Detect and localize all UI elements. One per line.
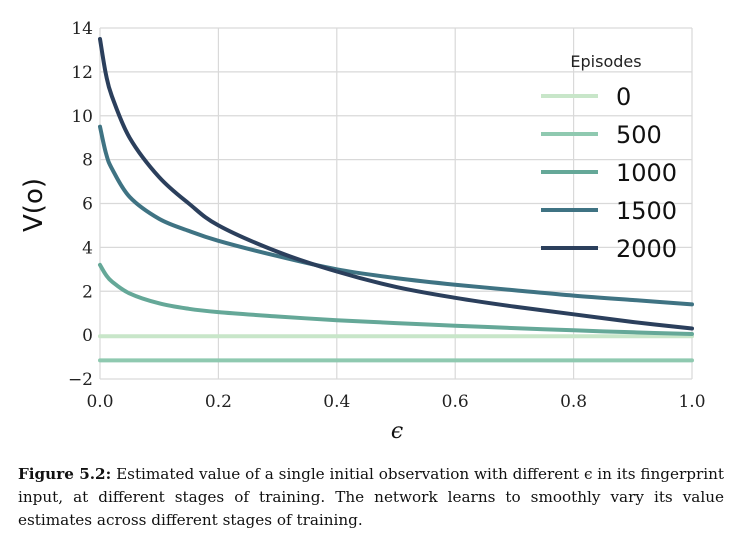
legend-label-0: 0 [616, 83, 631, 111]
legend-label-2000: 2000 [616, 235, 677, 263]
caption-text: Estimated value of a single initial obse… [18, 465, 724, 529]
figure-caption: Figure 5.2: Estimated value of a single … [18, 463, 724, 532]
caption-label: Figure 5.2: [18, 465, 112, 483]
x-tick-label: 0.4 [323, 392, 350, 412]
y-axis-label: V(o) [19, 178, 49, 232]
series-line-1000 [98, 262, 694, 336]
x-tick-label: 0.6 [442, 392, 469, 412]
x-tick-label: 0.0 [86, 392, 113, 412]
x-axis-label: ϵ [391, 419, 403, 444]
y-tick-label: 8 [82, 151, 93, 171]
y-tick-label: 0 [82, 326, 93, 346]
legend-label-1000: 1000 [616, 159, 677, 187]
legend-label-500: 500 [616, 121, 662, 149]
y-tick-label: 14 [71, 19, 93, 39]
y-tick-label: 2 [82, 282, 93, 302]
y-tick-label: 4 [82, 238, 93, 258]
x-tick-labels: 0.0 0.2 0.4 0.6 0.8 1.0 [86, 392, 705, 412]
series-line-2000 [98, 37, 694, 331]
y-tick-label: 12 [71, 63, 93, 83]
legend-title: Episodes [570, 52, 641, 71]
series-line-1500 [98, 124, 694, 307]
legend: Episodes 0 500 1000 1500 2000 [541, 52, 677, 263]
legend-label-1500: 1500 [616, 197, 677, 225]
y-tick-labels: −2 0 2 4 6 8 10 12 14 [68, 19, 93, 390]
x-tick-label: 0.2 [205, 392, 232, 412]
series-lines [98, 37, 694, 363]
x-tick-label: 1.0 [678, 392, 705, 412]
x-tick-label: 0.8 [560, 392, 587, 412]
y-tick-label: 6 [82, 195, 93, 215]
y-tick-label: −2 [68, 370, 93, 390]
y-tick-label: 10 [71, 107, 93, 127]
